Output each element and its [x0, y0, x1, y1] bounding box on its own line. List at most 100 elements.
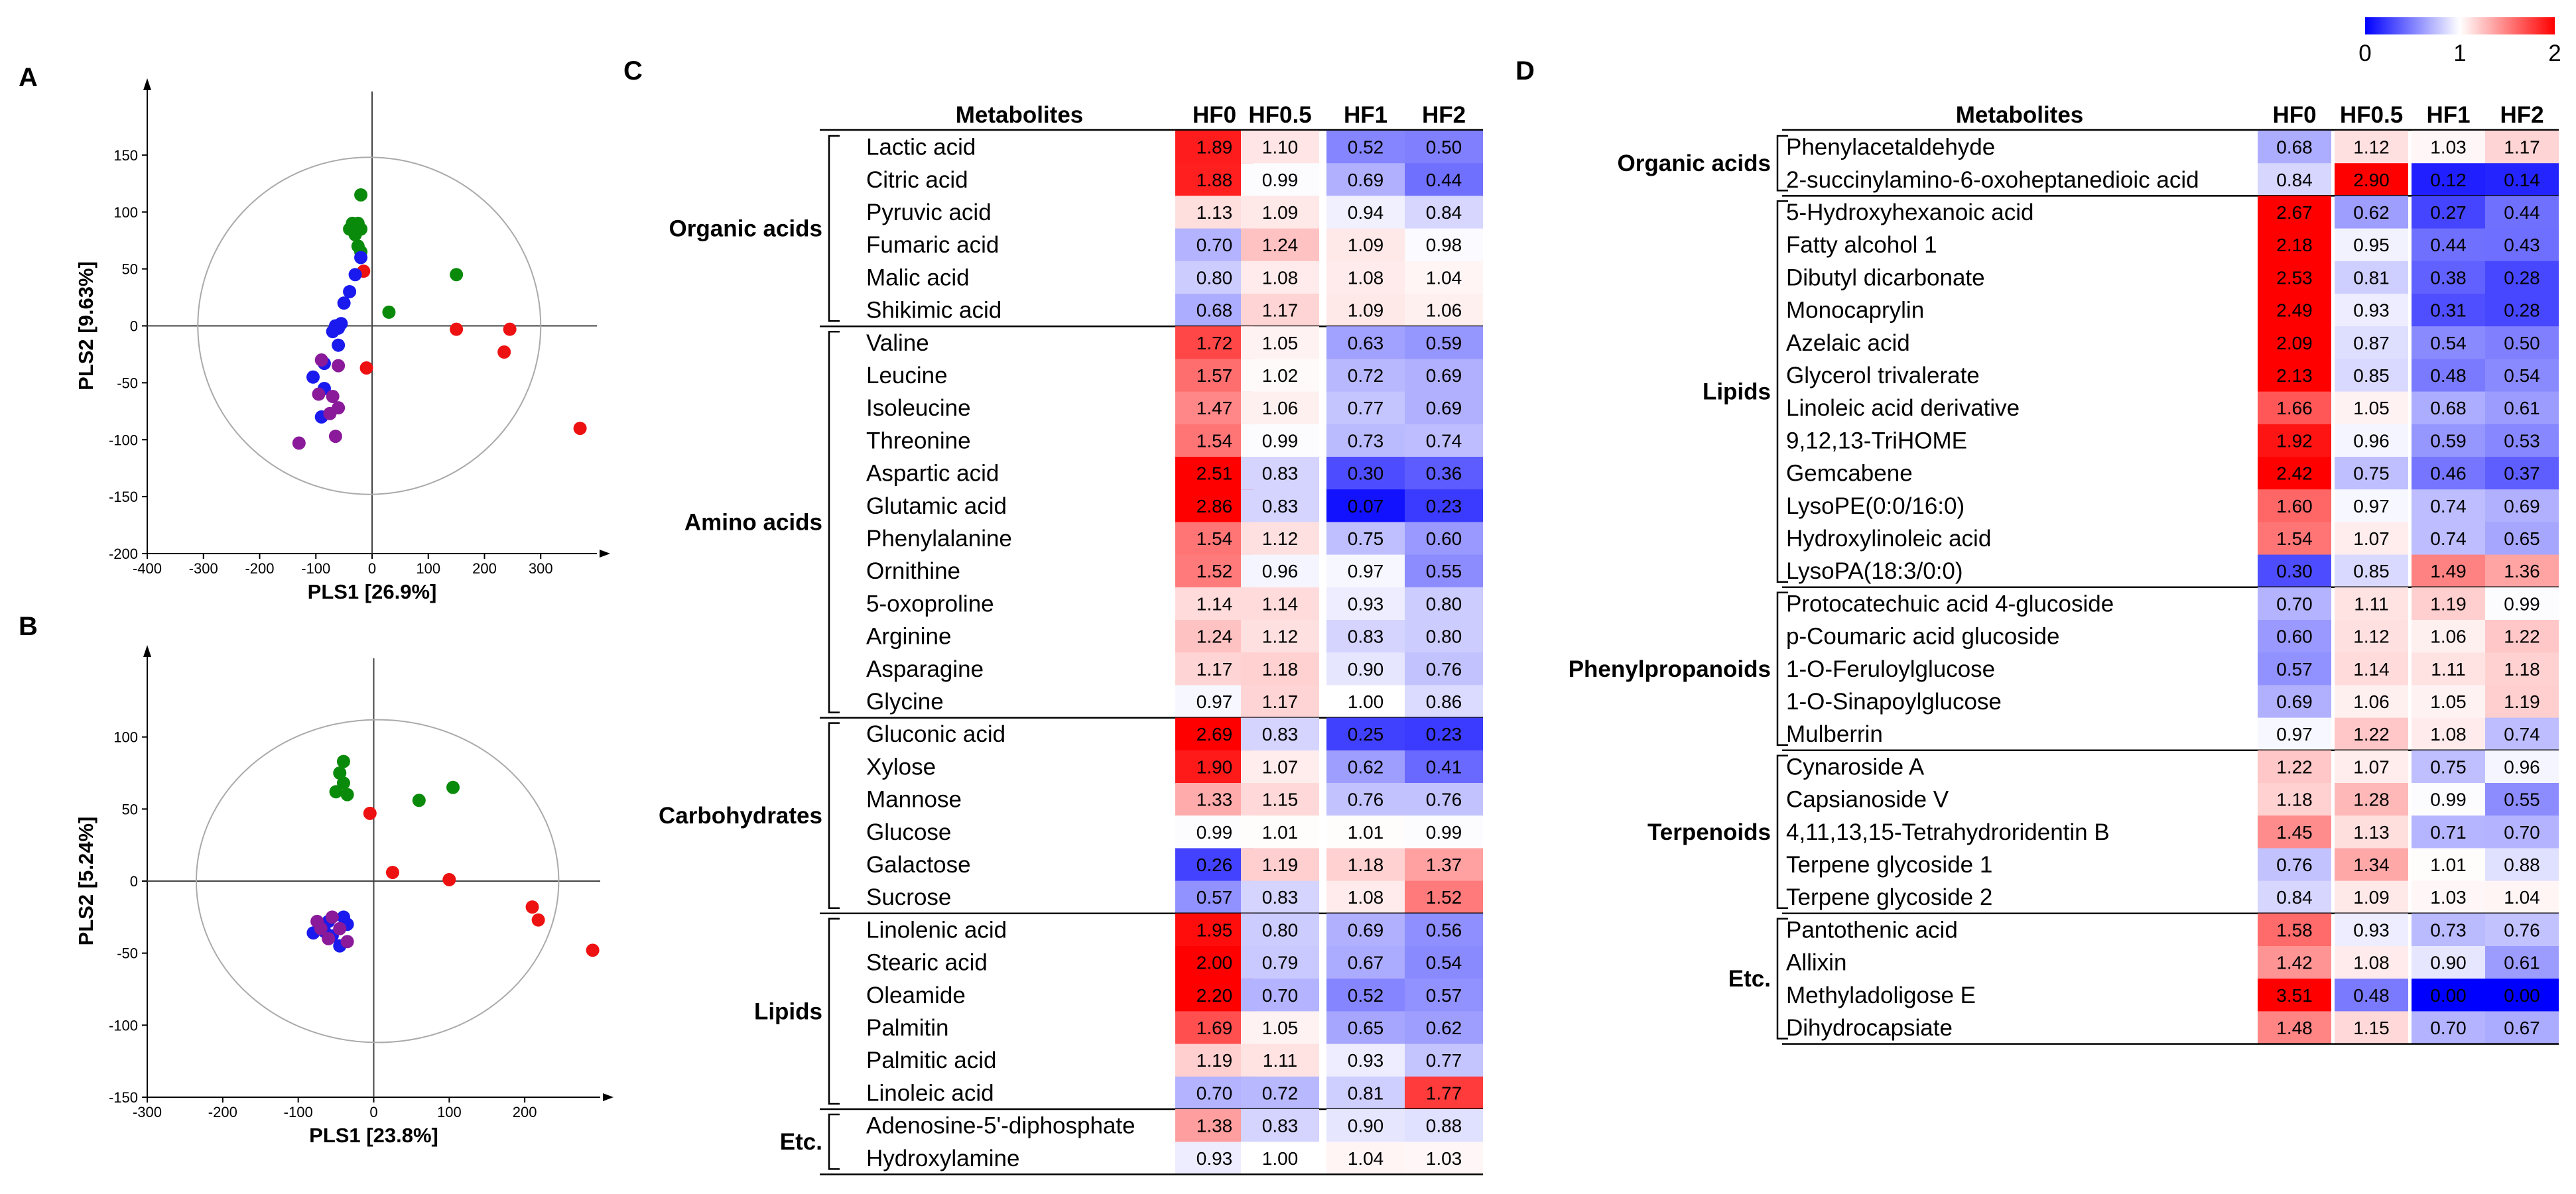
cell-value: 1.04 — [1426, 267, 1462, 288]
cell-value: 0.61 — [2504, 398, 2540, 418]
heat-cell — [1326, 880, 1405, 914]
data-point-green — [382, 305, 396, 319]
y-axis-label: PLS2 [5.24%] — [74, 817, 97, 946]
cell-value: 1.95 — [1196, 920, 1233, 940]
cell-value: 1.24 — [1262, 235, 1299, 255]
heat-cell — [2412, 717, 2485, 751]
heat-cell — [2335, 946, 2408, 979]
data-point-blue — [354, 251, 368, 265]
cell-value: 0.76 — [2276, 855, 2313, 875]
cell-value: 2.20 — [1196, 985, 1233, 1006]
cell-value: 0.68 — [2276, 137, 2313, 158]
heat-cell — [2412, 946, 2485, 979]
cell-value: 2.51 — [1196, 463, 1233, 484]
metabolite-name: Phenylalanine — [866, 526, 1012, 552]
cell-value: 0.76 — [1348, 790, 1384, 810]
cell-value: 0.80 — [1426, 627, 1462, 647]
heatmap-c: Metabolites HF0 HF0.5 HF1 HF2 Lactic acid 1.89… — [659, 102, 1483, 1175]
cell-value: 0.69 — [1426, 398, 1462, 418]
heat-cell — [1175, 783, 1254, 816]
group-bracket — [1776, 200, 1788, 583]
cell-value: 0.00 — [2430, 985, 2467, 1006]
heat-cell — [2412, 131, 2485, 164]
heat-cell — [1326, 1142, 1405, 1175]
cell-value: 0.93 — [1348, 1050, 1384, 1071]
cell-value: 1.03 — [1426, 1148, 1462, 1169]
heat-cell — [2412, 979, 2485, 1012]
cell-value: 0.56 — [1426, 920, 1462, 940]
heat-cell — [1405, 913, 1483, 947]
heat-cell — [1405, 359, 1483, 392]
cell-value: 0.93 — [1348, 593, 1384, 614]
cell-value: 0.57 — [1426, 985, 1462, 1006]
cell-value: 0.70 — [1262, 985, 1299, 1006]
cell-value: 0.68 — [2430, 398, 2467, 418]
x-tick-label: 100 — [437, 1104, 462, 1120]
metabolite-name: Glycine — [866, 689, 944, 715]
x-tick-label: 300 — [529, 560, 553, 577]
cell-value: 1.06 — [2353, 691, 2390, 712]
cell-value: 1.13 — [2353, 822, 2390, 843]
header-metabolites: Metabolites — [956, 102, 1084, 128]
heat-cell — [2258, 750, 2331, 784]
data-point-red — [525, 900, 539, 914]
cell-value: 0.99 — [1262, 430, 1299, 451]
cell-value: 1.11 — [1263, 1050, 1297, 1071]
cell-value: 0.54 — [2430, 333, 2467, 353]
cell-value: 0.59 — [1426, 333, 1462, 353]
cell-value: 0.68 — [1196, 300, 1233, 321]
heat-cell — [1326, 946, 1405, 979]
heat-cell — [1326, 424, 1405, 457]
heat-cell — [1405, 131, 1483, 164]
heat-cell — [1175, 131, 1254, 164]
heat-cell — [1241, 913, 1319, 947]
data-point-blue — [306, 370, 320, 384]
metabolite-name: 1-O-Feruloylglucose — [1786, 656, 1995, 682]
data-point-red — [497, 345, 511, 359]
metabolite-name: Monocaprylin — [1786, 298, 1924, 324]
heat-cell — [2485, 391, 2559, 425]
metabolite-name: Azelaic acid — [1786, 330, 1910, 356]
cell-value: 1.01 — [1262, 822, 1299, 843]
heat-cell — [1405, 228, 1483, 262]
cell-value: 2.86 — [1196, 496, 1233, 516]
cell-value: 2.42 — [2276, 463, 2313, 484]
data-point-purple — [332, 401, 346, 415]
metabolite-name: Stearic acid — [866, 950, 988, 976]
cell-value: 0.62 — [1426, 1018, 1462, 1038]
cell-value: 0.73 — [1348, 430, 1384, 451]
metabolite-name: 4,11,13,15-Tetrahydroridentin B — [1786, 819, 2110, 845]
cell-value: 0.70 — [2276, 593, 2313, 614]
metabolite-name: Methyladoligose E — [1786, 983, 1976, 1008]
data-point-purple — [292, 436, 306, 450]
heat-cell — [2412, 163, 2485, 196]
cell-value: 2.49 — [2276, 300, 2313, 321]
y-tick-label: -100 — [109, 1017, 138, 1034]
heat-cell — [1241, 196, 1319, 229]
heat-cell — [2335, 913, 2408, 947]
cell-value: 1.06 — [2430, 627, 2467, 647]
heat-cell — [1326, 294, 1405, 327]
heat-cell — [1326, 1109, 1405, 1142]
metabolite-name: Asparagine — [866, 656, 984, 682]
heat-cell — [2412, 261, 2485, 294]
metabolite-name: Fatty alcohol 1 — [1786, 232, 1937, 258]
cell-value: 1.08 — [2353, 953, 2390, 973]
panel-label-c: C — [623, 56, 643, 86]
colorbar: 0 1 2 — [2358, 17, 2561, 66]
cell-value: 1.06 — [1262, 398, 1299, 418]
heat-cell — [1326, 261, 1405, 294]
heat-cell — [1241, 489, 1319, 522]
heat-cell — [1405, 979, 1483, 1012]
heat-cell — [2258, 359, 2331, 392]
heat-cell — [1241, 326, 1319, 359]
cell-value: 1.28 — [2353, 790, 2390, 810]
heat-cell — [2485, 554, 2559, 588]
metabolite-name: 5-oxoproline — [866, 591, 994, 617]
heat-cell — [2412, 326, 2485, 359]
heat-cell — [2335, 294, 2408, 327]
heat-cell — [1175, 979, 1254, 1012]
metabolite-name: Linolenic acid — [866, 917, 1007, 943]
cell-value: 1.00 — [1348, 691, 1384, 712]
heat-cell — [1241, 979, 1319, 1012]
